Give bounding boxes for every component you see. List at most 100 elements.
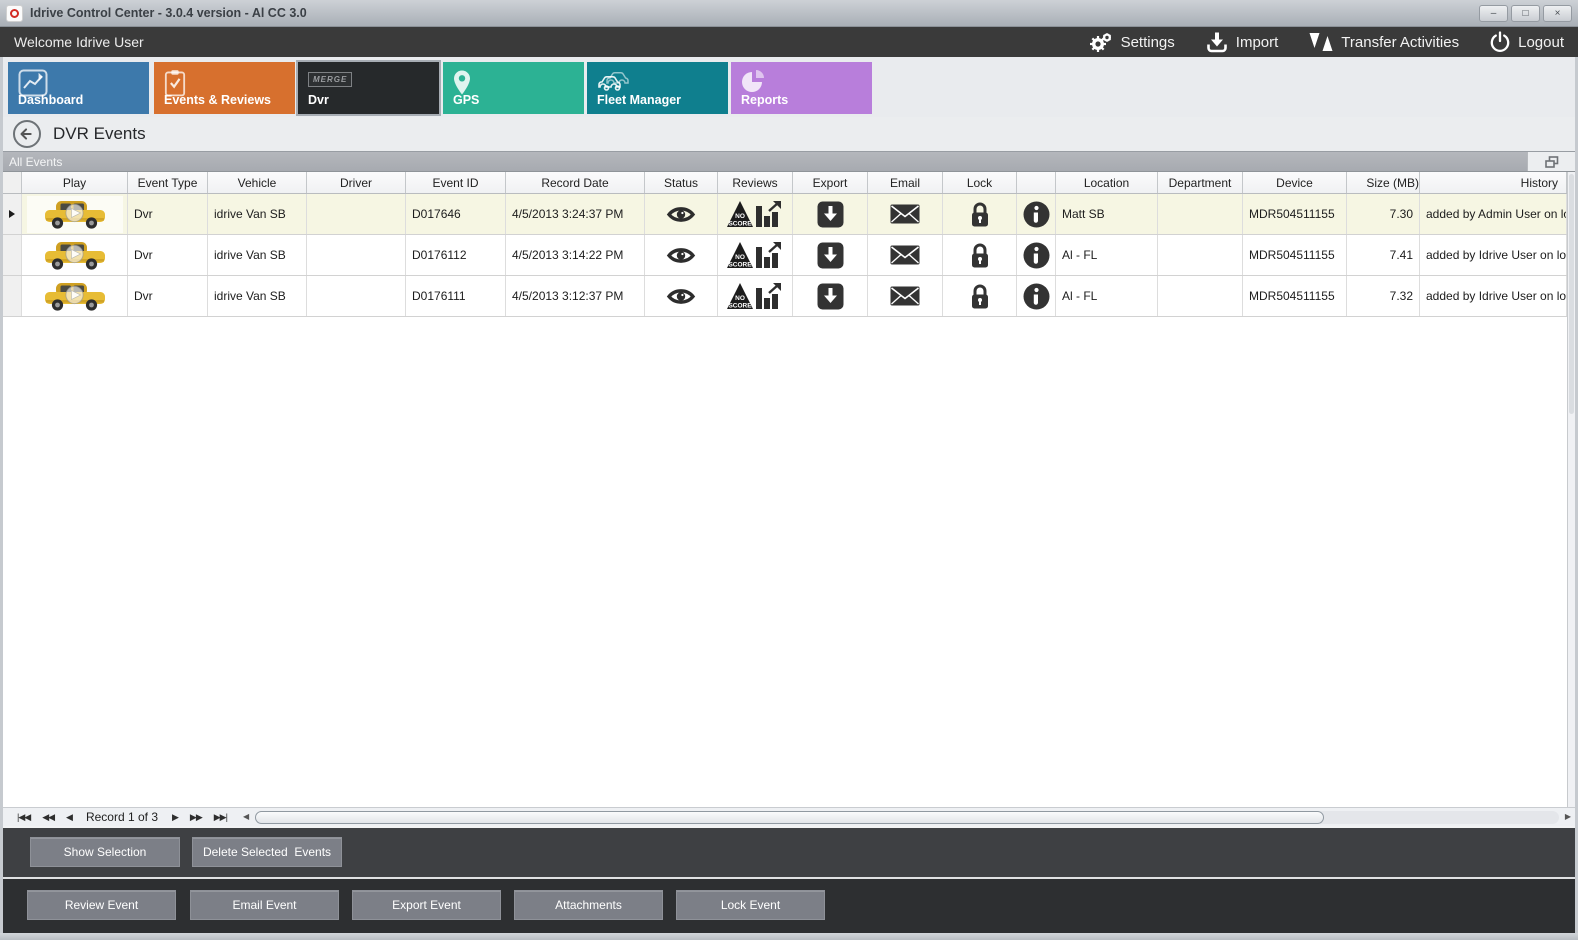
close-button[interactable]: ×	[1543, 4, 1572, 22]
status-view-button[interactable]	[645, 235, 718, 275]
prev-page-button[interactable]: ◀◀	[42, 811, 55, 822]
col-size-mb[interactable]: Size (MB)	[1347, 172, 1420, 193]
cell-device: MDR504511155	[1243, 194, 1347, 234]
window-bottom-border	[0, 933, 1578, 940]
col-vehicle[interactable]: Vehicle	[208, 172, 307, 193]
cell-vehicle: idrive Van SB	[208, 235, 307, 275]
col-department[interactable]: Department	[1158, 172, 1243, 193]
popout-button[interactable]	[1527, 152, 1575, 171]
car-play-icon	[44, 197, 106, 231]
export-button[interactable]	[793, 194, 868, 234]
cell-play[interactable]	[22, 194, 128, 234]
status-view-button[interactable]	[645, 276, 718, 316]
events-grid: Play Event Type Vehicle Driver Event ID …	[3, 172, 1575, 807]
tab-gps[interactable]: GPS	[443, 62, 584, 114]
cell-record-date: 4/5/2013 3:24:37 PM	[506, 194, 645, 234]
cell-device: MDR504511155	[1243, 276, 1347, 316]
tab-events-reviews[interactable]: Events & Reviews	[154, 62, 295, 114]
map-pin-icon	[453, 69, 471, 96]
col-info[interactable]	[1017, 172, 1056, 193]
cell-event-id: D017646	[406, 194, 506, 234]
email-event-button[interactable]: Email Event	[190, 890, 339, 920]
first-record-button[interactable]: |◀◀	[17, 811, 31, 822]
record-navigator: |◀◀ ◀◀ ◀ Record 1 of 3 ▶ ▶▶ ▶▶| ◀ ▶	[3, 807, 1575, 826]
col-event-type[interactable]: Event Type	[128, 172, 208, 193]
lock-button[interactable]	[943, 194, 1017, 234]
reviews-score-button[interactable]: NO SCORE	[718, 235, 793, 275]
export-event-button[interactable]: Export Event	[352, 890, 501, 920]
attachments-button[interactable]: Attachments	[514, 890, 663, 920]
cell-driver	[307, 235, 406, 275]
minimize-button[interactable]: –	[1479, 4, 1508, 22]
lock-button[interactable]	[943, 235, 1017, 275]
logout-button[interactable]: Logout	[1489, 31, 1564, 53]
next-record-button[interactable]: ▶	[172, 811, 179, 822]
col-export[interactable]: Export	[793, 172, 868, 193]
reviews-score-button[interactable]: NO SCORE	[718, 276, 793, 316]
prev-record-button[interactable]: ◀	[66, 811, 73, 822]
col-location[interactable]: Location	[1056, 172, 1158, 193]
info-button[interactable]	[1017, 235, 1056, 275]
nav-tiles-row: Dashboard Events & Reviews MERGE Dvr GPS…	[3, 57, 1575, 117]
col-history[interactable]: History	[1420, 172, 1567, 193]
export-button[interactable]	[793, 276, 868, 316]
email-button[interactable]	[868, 235, 943, 275]
email-button[interactable]	[868, 276, 943, 316]
table-row[interactable]: Dvr idrive Van SB D017646 4/5/2013 3:24:…	[3, 194, 1567, 235]
table-row[interactable]: Dvr idrive Van SB D0176112 4/5/2013 3:14…	[3, 235, 1567, 276]
col-driver[interactable]: Driver	[307, 172, 406, 193]
envelope-icon	[890, 286, 920, 306]
lock-button[interactable]	[943, 276, 1017, 316]
cell-department	[1158, 235, 1243, 275]
car-play-thumbnail[interactable]	[26, 277, 123, 315]
cell-play[interactable]	[22, 276, 128, 316]
export-button[interactable]	[793, 235, 868, 275]
scroll-right-icon[interactable]: ▶	[1564, 811, 1571, 821]
delete-selected-events-button[interactable]: Delete Selected Events	[192, 837, 342, 867]
cars-icon	[597, 69, 631, 93]
col-lock[interactable]: Lock	[943, 172, 1017, 193]
row-indicator	[3, 194, 22, 234]
col-email[interactable]: Email	[868, 172, 943, 193]
maximize-button[interactable]: □	[1511, 4, 1540, 22]
info-button[interactable]	[1017, 194, 1056, 234]
col-indicator	[3, 172, 22, 193]
info-button[interactable]	[1017, 276, 1056, 316]
col-status[interactable]: Status	[645, 172, 718, 193]
transfer-activities-button[interactable]: Transfer Activities	[1308, 30, 1459, 54]
tab-fleet-manager[interactable]: Fleet Manager	[587, 62, 728, 114]
cell-play[interactable]	[22, 235, 128, 275]
email-button[interactable]	[868, 194, 943, 234]
next-page-button[interactable]: ▶▶	[189, 811, 203, 822]
settings-button[interactable]: Settings	[1088, 30, 1175, 54]
col-device[interactable]: Device	[1243, 172, 1347, 193]
page-header: DVR Events	[3, 117, 1575, 151]
car-play-thumbnail[interactable]	[26, 236, 123, 274]
current-row-arrow-icon	[9, 210, 15, 218]
lock-event-button[interactable]: Lock Event	[676, 890, 825, 920]
car-play-thumbnail[interactable]	[26, 195, 123, 233]
no-score-bars-icon: NO SCORE	[727, 283, 781, 310]
horizontal-scrollbar[interactable]: ◀ ▶	[243, 810, 1571, 825]
tab-dashboard[interactable]: Dashboard	[8, 62, 149, 114]
col-reviews[interactable]: Reviews	[718, 172, 793, 193]
hscroll-thumb[interactable]	[254, 810, 1325, 824]
download-icon	[817, 283, 844, 310]
back-button[interactable]	[13, 120, 41, 148]
col-event-id[interactable]: Event ID	[406, 172, 506, 193]
eye-icon	[666, 205, 696, 224]
tab-reports[interactable]: Reports	[731, 62, 872, 114]
scroll-left-icon[interactable]: ◀	[242, 811, 250, 821]
table-row[interactable]: Dvr idrive Van SB D0176111 4/5/2013 3:12…	[3, 276, 1567, 317]
last-record-button[interactable]: ▶▶|	[213, 811, 228, 822]
col-record-date[interactable]: Record Date	[506, 172, 645, 193]
import-button[interactable]: Import	[1205, 31, 1278, 53]
tab-dvr[interactable]: MERGE Dvr	[296, 60, 441, 116]
review-event-button[interactable]: Review Event	[27, 890, 176, 920]
col-play[interactable]: Play	[22, 172, 128, 193]
status-view-button[interactable]	[645, 194, 718, 234]
reviews-score-button[interactable]: NO SCORE	[718, 194, 793, 234]
vertical-scrollbar[interactable]	[1567, 172, 1575, 807]
selection-panel: Show Selection Delete Selected Events	[3, 826, 1575, 877]
show-selection-button[interactable]: Show Selection	[30, 837, 180, 867]
